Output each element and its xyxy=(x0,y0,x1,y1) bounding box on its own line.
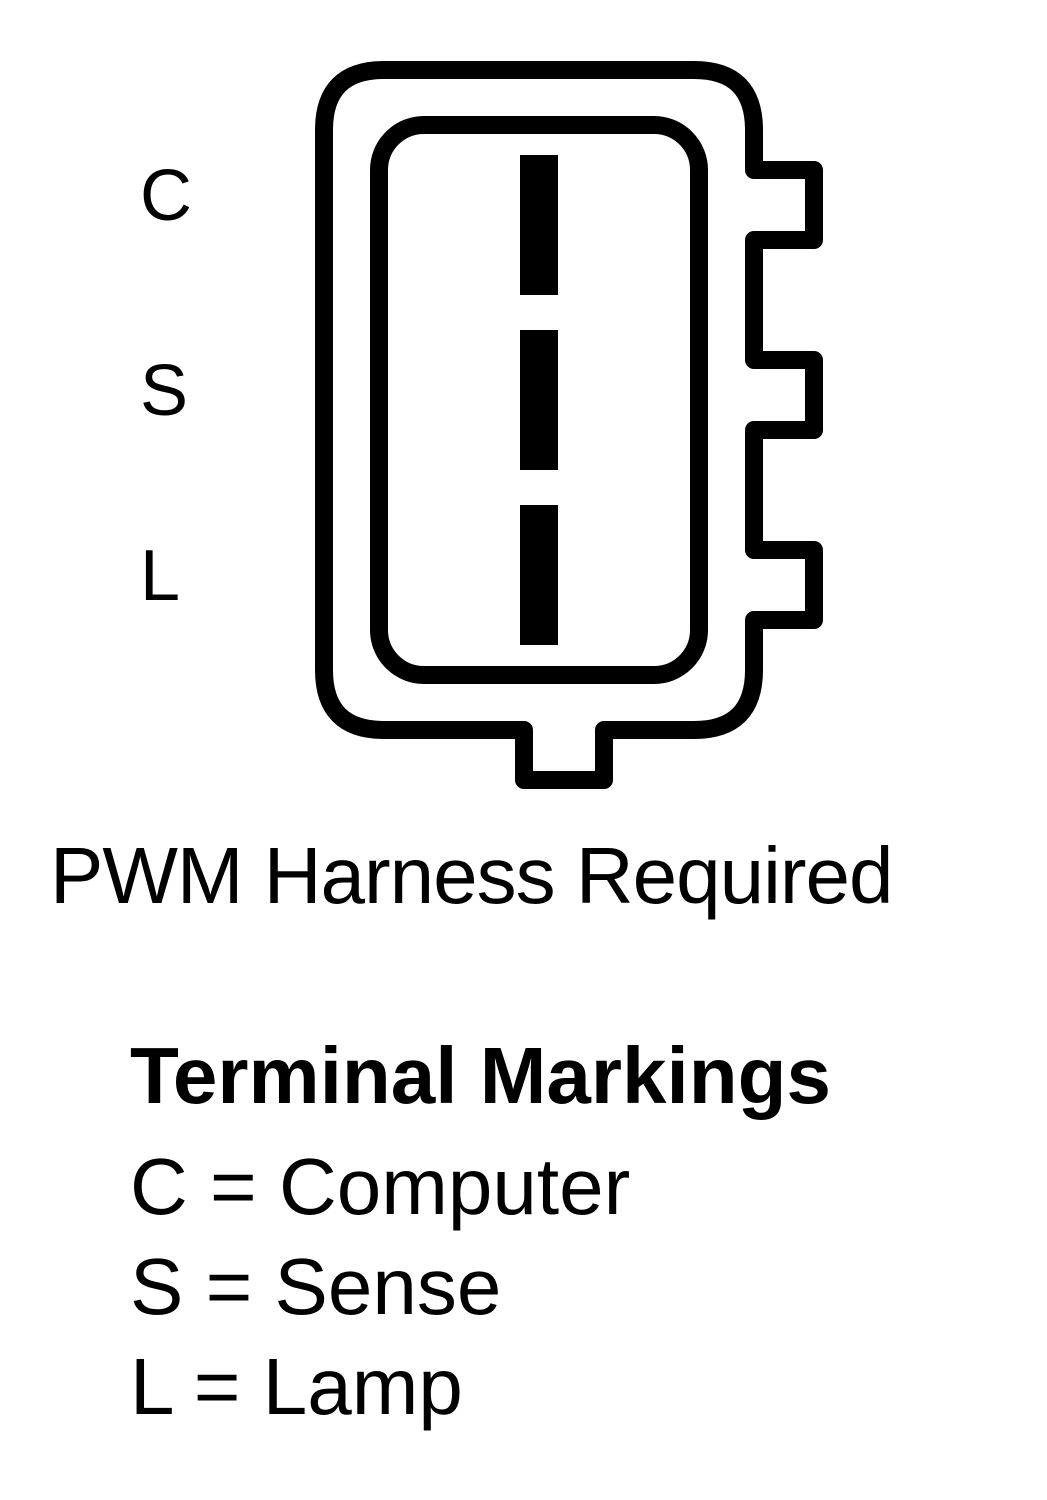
pin-label-c: C xyxy=(140,155,192,237)
connector-diagram: C S L xyxy=(0,40,1047,800)
terminal-markings-header: Terminal Markings xyxy=(130,1030,831,1122)
pin-label-l: L xyxy=(140,535,180,617)
terminal-markings-section: Terminal Markings C = Computer S = Sense… xyxy=(130,1030,831,1437)
harness-note: PWM Harness Required xyxy=(50,830,893,922)
terminal-pin-s xyxy=(520,330,558,470)
terminal-item-c: C = Computer xyxy=(130,1137,831,1237)
terminal-pin-c xyxy=(520,155,558,295)
terminal-pin-l xyxy=(520,505,558,645)
terminal-item-s: S = Sense xyxy=(130,1237,831,1337)
pin-label-s: S xyxy=(140,350,188,432)
terminal-item-l: L = Lamp xyxy=(130,1337,831,1437)
connector-outline-svg xyxy=(174,40,874,800)
